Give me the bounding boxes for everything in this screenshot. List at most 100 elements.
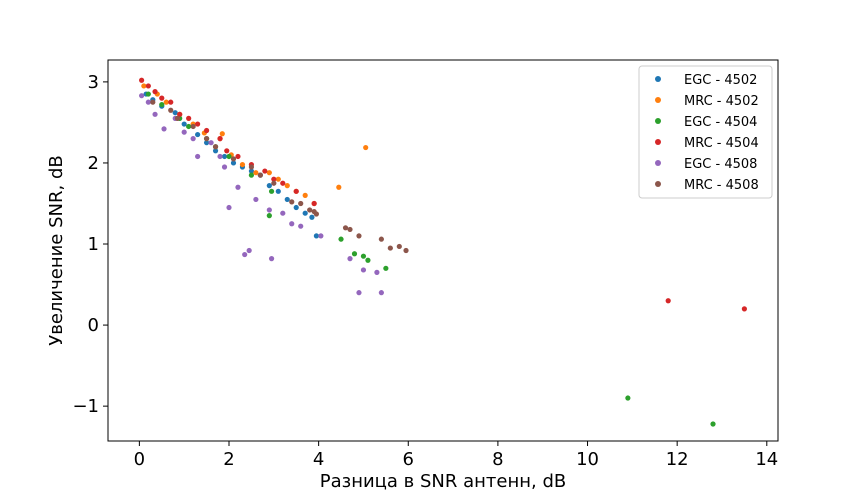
y-tick-label: −1 (72, 396, 99, 417)
data-point (625, 395, 631, 401)
data-point (186, 123, 192, 130)
data-point (313, 233, 319, 239)
data-point (336, 184, 342, 190)
x-tick-label: 8 (492, 449, 503, 470)
data-point (665, 298, 671, 304)
data-point (224, 148, 230, 154)
data-point (356, 233, 362, 239)
data-point (710, 421, 716, 427)
legend-marker (655, 76, 661, 82)
data-point (203, 140, 210, 146)
data-point (152, 89, 158, 95)
data-point (275, 176, 281, 182)
data-point (174, 115, 181, 121)
data-point (253, 170, 259, 176)
data-point (268, 256, 275, 262)
data-point (360, 267, 367, 273)
data-point (271, 180, 277, 186)
data-point (248, 168, 255, 174)
x-tick-label: 0 (134, 449, 145, 470)
legend-label: MRC - 4504 (684, 136, 759, 151)
data-point (159, 95, 165, 101)
data-point (253, 196, 259, 203)
data-point (168, 107, 174, 113)
data-point (387, 245, 393, 251)
legend-label: MRC - 4508 (684, 178, 759, 193)
data-point (226, 153, 232, 160)
data-point (221, 153, 228, 160)
data-point (280, 180, 286, 186)
y-tick-label: 3 (88, 72, 99, 93)
data-point (139, 77, 145, 83)
data-point (246, 247, 252, 254)
data-point (239, 161, 246, 168)
legend-marker (655, 139, 661, 145)
x-tick-label: 4 (313, 449, 324, 470)
data-point (195, 153, 201, 160)
data-point (242, 251, 248, 258)
data-point (266, 213, 272, 219)
data-point (221, 164, 228, 170)
data-point (248, 172, 255, 178)
data-point (289, 221, 295, 227)
x-tick-label: 14 (755, 449, 778, 470)
data-point (309, 214, 315, 220)
data-point (212, 148, 219, 154)
data-point (217, 153, 223, 160)
data-point (302, 210, 308, 216)
data-points (139, 77, 747, 427)
data-point (284, 183, 290, 189)
data-point (145, 83, 151, 89)
data-point (203, 127, 210, 134)
data-point (318, 233, 324, 239)
data-point (181, 121, 187, 127)
data-point (342, 225, 349, 231)
data-point (298, 223, 304, 229)
legend: EGC - 4502 MRC - 4502 EGC - 4504 MRC - 4504… (638, 65, 773, 199)
data-point (268, 188, 275, 194)
data-point (177, 111, 183, 117)
data-point (360, 253, 367, 259)
data-point (293, 204, 299, 211)
legend-marker (655, 160, 661, 166)
data-point (266, 183, 272, 189)
data-point (289, 199, 295, 205)
series-5 (150, 99, 409, 254)
x-tick-label: 6 (403, 449, 414, 470)
data-point (181, 129, 187, 135)
data-point (347, 226, 353, 233)
y-axis-label: Увеличение SNR, dB (46, 155, 67, 345)
data-point (190, 136, 196, 142)
data-point (139, 93, 145, 99)
data-point (311, 200, 317, 207)
data-point (374, 269, 380, 275)
data-point (280, 210, 286, 216)
data-point (378, 290, 384, 296)
data-point (226, 204, 232, 211)
data-point (347, 256, 353, 262)
data-point (186, 115, 192, 121)
data-point (203, 136, 210, 142)
data-point (145, 91, 151, 97)
legend-marker (655, 97, 661, 103)
data-point (266, 207, 272, 213)
data-point (271, 176, 277, 182)
data-point (338, 236, 344, 242)
data-point (168, 99, 174, 105)
data-point (152, 111, 158, 117)
legend-label: EGC - 4502 (684, 73, 757, 88)
data-point (195, 131, 201, 138)
data-point (230, 156, 237, 162)
legend-label: EGC - 4508 (684, 157, 757, 172)
data-point (266, 170, 272, 176)
data-point (219, 131, 225, 137)
x-tick-label: 10 (576, 449, 599, 470)
data-point (275, 188, 281, 194)
data-point (150, 99, 156, 105)
data-point (351, 251, 358, 257)
data-point (284, 196, 290, 203)
data-point (248, 164, 255, 170)
data-point (235, 184, 241, 190)
data-point (378, 236, 384, 242)
